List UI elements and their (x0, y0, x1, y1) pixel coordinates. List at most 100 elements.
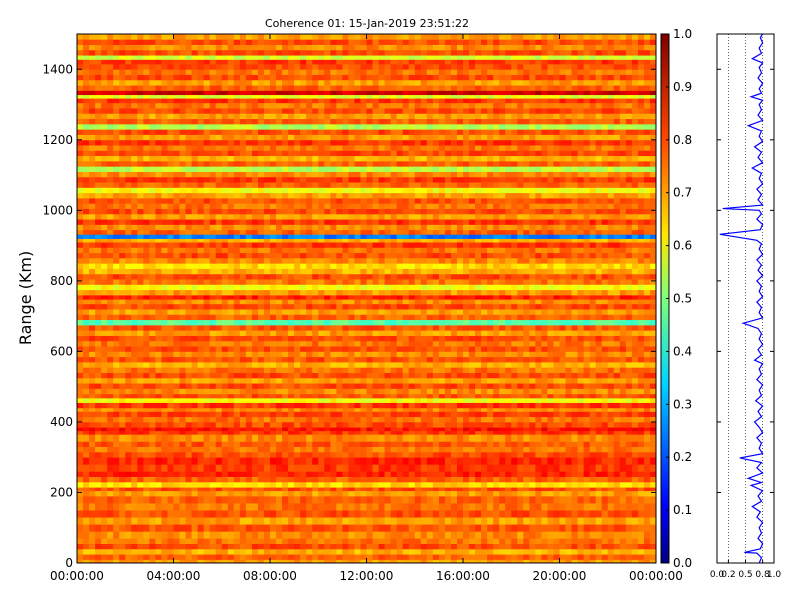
heatmap-band (77, 166, 656, 172)
heatmap-band (77, 139, 656, 146)
colorbar-tick-label: 0.5 (673, 292, 692, 306)
y-tick-label: 200 (50, 485, 73, 499)
heatmap-band (77, 319, 656, 326)
colorbar-tick-label: 0.0 (673, 556, 692, 570)
x-tick-label: 08:00:00 (243, 569, 297, 583)
heatmap-band (77, 372, 656, 379)
y-tick-label: 1200 (42, 133, 73, 147)
heatmap-band (77, 481, 656, 488)
heatmap-band (77, 98, 656, 104)
heatmap-band (77, 90, 656, 96)
heatmap-band (77, 187, 656, 194)
heatmap-band (77, 160, 656, 167)
heatmap-band (77, 145, 656, 151)
heatmap-band (77, 294, 656, 300)
heatmap-band (77, 229, 656, 235)
y-tick-label: 400 (50, 415, 73, 429)
heatmap-band (77, 118, 656, 125)
heatmap-band (77, 457, 656, 465)
heatmap-band (77, 388, 656, 395)
heatmap-band (77, 219, 656, 225)
colorbar-tick-label: 0.9 (673, 80, 692, 94)
colorbar-tick-label: 0.3 (673, 397, 692, 411)
heatmap-band (77, 335, 656, 342)
heatmap-band (77, 55, 656, 60)
heatmap-band (77, 182, 656, 188)
heatmap-band (77, 123, 656, 130)
colorbar-tick-label: 0.7 (673, 186, 692, 200)
y-tick-label: 600 (50, 344, 73, 358)
heatmap-band (77, 503, 656, 511)
x-tick-label: 00:00:00 (50, 569, 104, 583)
heatmap-band (77, 397, 656, 403)
heatmap-band (77, 524, 656, 532)
heatmap-band (77, 289, 656, 296)
y-axis-label: Range (Km) (16, 251, 35, 345)
y-tick-label: 1000 (42, 203, 73, 217)
heatmap-band (77, 224, 656, 231)
heatmap-band (77, 150, 656, 157)
heatmap-band (77, 94, 656, 99)
heatmap-band (77, 430, 656, 435)
heatmap-band (77, 171, 656, 178)
heatmap-band (77, 495, 656, 504)
heatmap-band (77, 39, 656, 45)
heatmap-band (77, 85, 656, 91)
heatmap-band (77, 340, 656, 347)
heatmap-band (77, 238, 656, 243)
x-axis: 00:00:00 04:00:00 08:00:00 12:00:00 16:00:00… (50, 34, 683, 583)
heatmap-band (77, 416, 656, 423)
heatmap-band (77, 356, 656, 363)
heatmap-band (77, 377, 656, 384)
heatmap-band (77, 490, 656, 497)
heatmap-band (77, 554, 656, 560)
heatmap-band (77, 548, 656, 555)
heatmap-band (77, 74, 656, 81)
heatmap-band (77, 330, 656, 336)
heatmap-band (77, 299, 656, 305)
heatmap-band (77, 192, 656, 199)
heatmap-band (77, 63, 656, 70)
heatmap-band (77, 197, 656, 204)
heatmap-band (77, 510, 656, 518)
heatmap-band (77, 263, 656, 269)
heatmap-band (77, 247, 656, 254)
chart-title: Coherence 01: 15-Jan-2019 23:51:22 (265, 17, 469, 30)
profile-x-tick-label: 0.5 (738, 570, 752, 580)
heatmap-band (77, 59, 656, 65)
heatmap-band (77, 268, 656, 275)
profile-plot (719, 34, 764, 563)
heatmap-band (77, 346, 656, 352)
heatmap-band (77, 213, 656, 220)
profile-series-line (719, 34, 764, 563)
heatmap-band (77, 49, 656, 56)
heatmap-band (77, 102, 656, 109)
profile-x-tick-label: 0.0 (710, 570, 725, 580)
heatmap-band (77, 427, 656, 432)
heatmap-band (77, 446, 656, 453)
heatmap-band (77, 129, 656, 135)
profile-x-tick-label: 1.0 (767, 570, 782, 580)
x-tick-label: 00:00:00 (629, 569, 683, 583)
heatmap-band (77, 257, 656, 264)
heatmap-band (77, 361, 656, 368)
heatmap-band (77, 464, 656, 472)
y-tick-label: 800 (50, 274, 73, 288)
heatmap-band (77, 242, 656, 248)
heatmap-band (77, 451, 656, 458)
x-tick-label: 20:00:00 (533, 569, 587, 583)
heatmap-band (77, 108, 656, 114)
profile-grid (728, 34, 763, 563)
x-tick-label: 16:00:00 (436, 569, 490, 583)
heatmap (77, 34, 656, 563)
heatmap-band (77, 402, 656, 409)
heatmap-band (77, 314, 656, 321)
heatmap-band (77, 203, 656, 209)
profile-axes: 0.00.2 0.5 0.81.0 (710, 68, 782, 580)
heatmap-band (77, 559, 656, 563)
heatmap-band (77, 309, 656, 315)
colorbar-tick-label: 0.2 (673, 450, 692, 464)
y-tick-label: 0 (65, 556, 73, 570)
heatmap-band (77, 69, 656, 75)
